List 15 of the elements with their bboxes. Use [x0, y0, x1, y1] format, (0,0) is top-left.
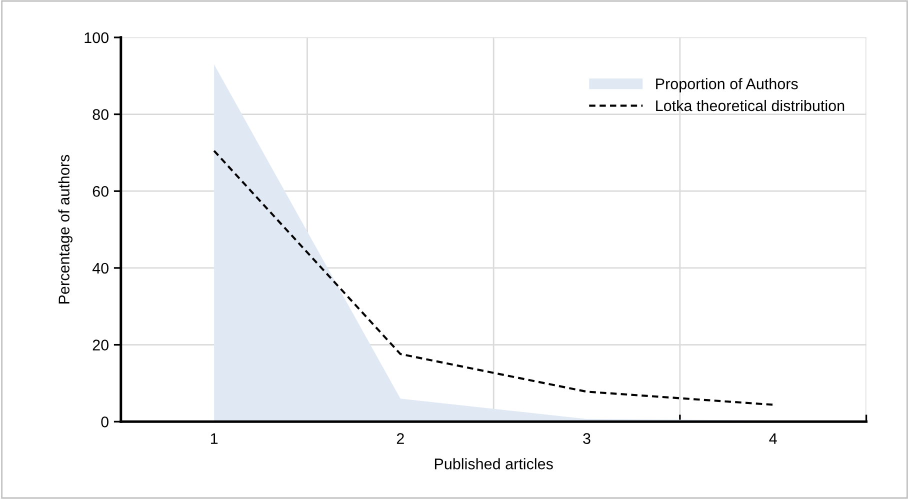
y-tick-label: 0 [101, 416, 108, 428]
y-tick-label: 100 [84, 32, 108, 44]
y-axis-title: Percentage of authors [58, 154, 72, 304]
y-tick-label: 20 [92, 340, 108, 350]
legend-label: Proportion of Authors [656, 78, 798, 92]
x-tick-label: 4 [769, 433, 777, 444]
line-series [213, 150, 774, 406]
x-tick-label: 2 [396, 433, 404, 444]
y-tick-label: 40 [92, 262, 108, 274]
legend-label: Lotka theoretical distribution [656, 100, 844, 112]
x-tick-label: 1 [210, 433, 218, 444]
x-tick-label: 3 [583, 433, 590, 444]
x-axis-title: Published articles [434, 458, 553, 470]
y-tick-label: 80 [92, 109, 108, 120]
y-tick-label: 60 [92, 186, 108, 197]
